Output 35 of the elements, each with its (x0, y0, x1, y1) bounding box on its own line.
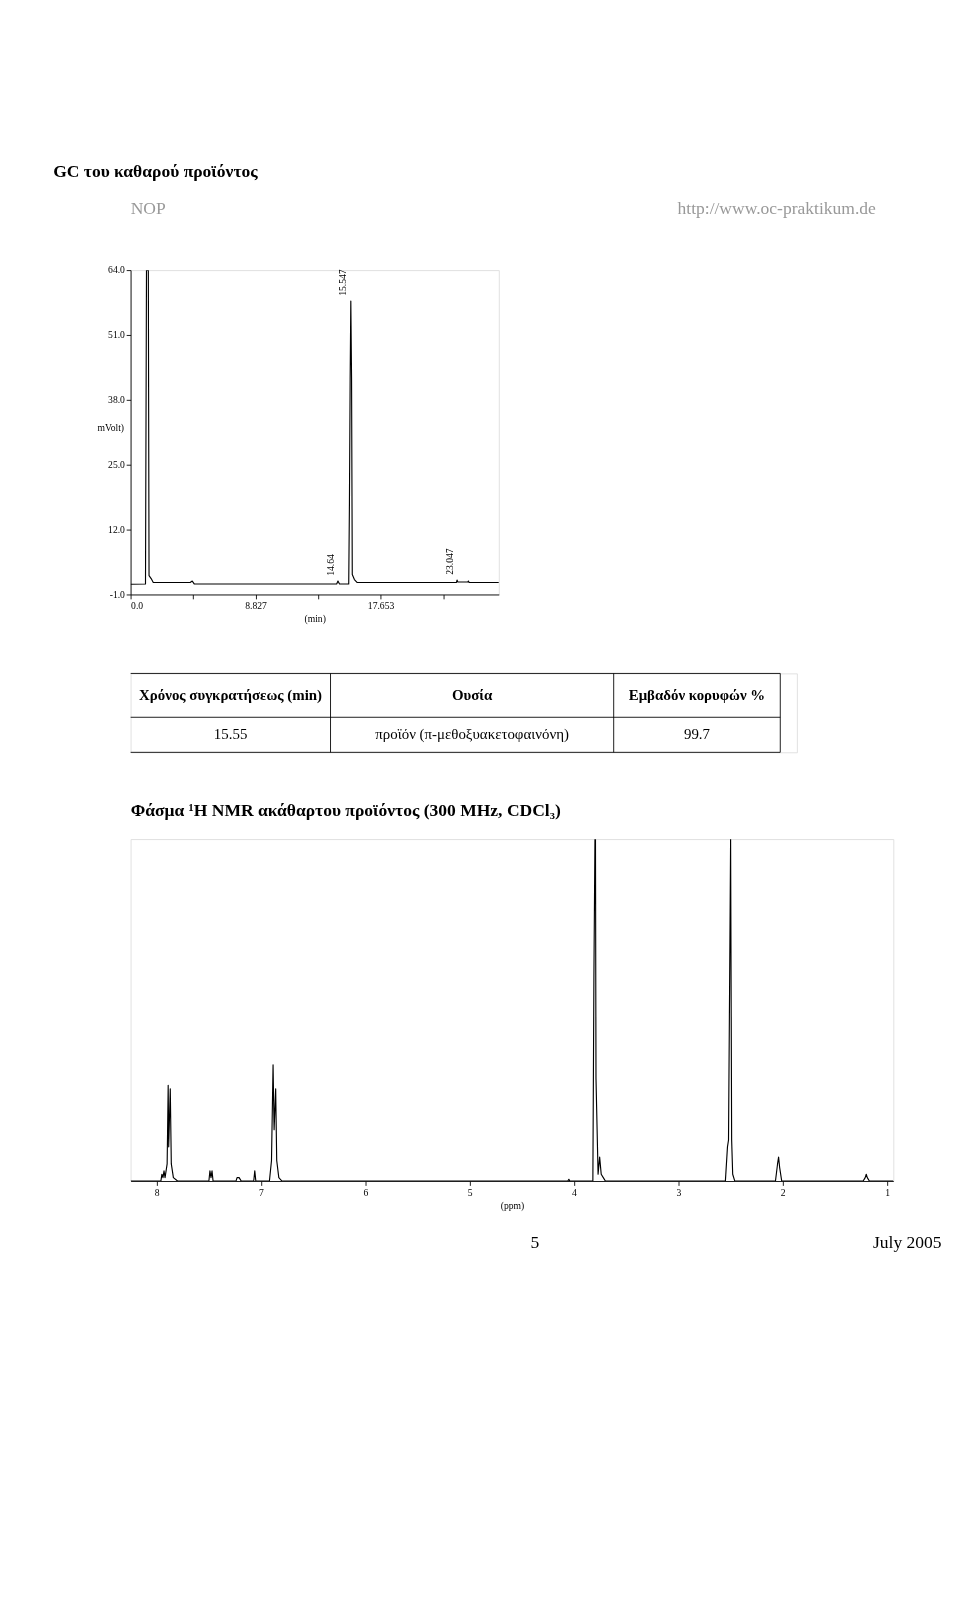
x-tick-label: 3 (676, 1186, 682, 1198)
x-tick-label: 8 (154, 1186, 160, 1198)
y-tick-label: 64.0 (108, 264, 126, 276)
text: 99.7 (683, 726, 711, 743)
chart-title: GC του καθαρού προϊόντος (53, 161, 259, 182)
text: Εμβαδόν κορυφών % (628, 686, 766, 703)
annotation: 23.047 (443, 548, 455, 575)
text: Ουσία (451, 686, 493, 703)
x-axis-title: (ppm) (500, 1199, 525, 1212)
x-tick-label: 0.0 (131, 599, 144, 611)
x-tick-label: 5 (467, 1186, 473, 1198)
x-tick-label: 4 (572, 1186, 578, 1198)
text: July 2005 (872, 1231, 942, 1252)
text: http://www.oc-praktikum.de (677, 198, 877, 219)
text: 15.55 (213, 726, 248, 743)
text: προϊόν (π-μεθοξυακετοφαινόνη) (375, 726, 569, 744)
y-axis-title: mVolt) (97, 422, 125, 435)
chart-title: Φάσμα ¹H NMR ακάθαρτου προϊόντος (300 MHz, CDCl₃) (130, 800, 561, 821)
y-tick-label: 12.0 (108, 523, 126, 535)
text: Χρόνος συγκρατήσεως (min) (139, 686, 323, 704)
x-tick-label: 2 (780, 1186, 786, 1198)
y-tick-label: 51.0 (108, 329, 126, 341)
annotation: 15.547 (337, 269, 349, 296)
y-tick-label: 38.0 (108, 393, 126, 405)
x-axis-title: (min) (304, 613, 326, 626)
y-tick-label: 25.0 (108, 458, 126, 470)
text: NOP (130, 198, 166, 219)
x-tick-label: 1 (885, 1186, 891, 1198)
annotation: 14.64 (324, 553, 336, 576)
y-tick-label: -1.0 (109, 588, 126, 600)
x-tick-label: 8.827 (245, 599, 268, 611)
x-tick-label: 7 (259, 1186, 265, 1198)
text: 5 (530, 1231, 540, 1252)
x-tick-label: 6 (363, 1186, 369, 1198)
x-tick-label: 17.653 (367, 599, 395, 611)
